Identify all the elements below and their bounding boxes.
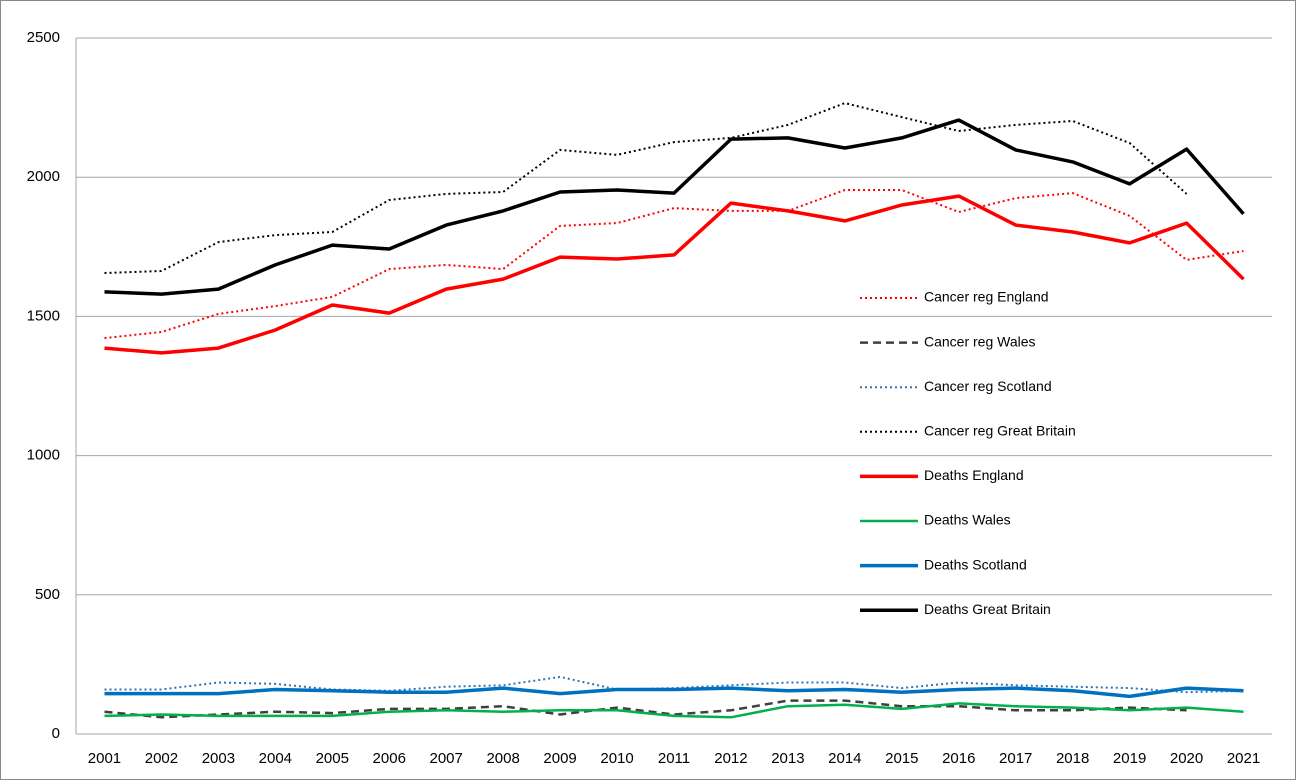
legend-label: Deaths Great Britain [924,601,1051,617]
series-line [104,194,1245,355]
x-tick-label: 2018 [1056,750,1089,767]
x-tick-label: 2021 [1227,750,1260,767]
x-tick-label: 2001 [88,750,121,767]
x-tick-label: 2007 [430,750,463,767]
legend-label: Cancer reg Wales [924,333,1036,349]
x-tick-label: 2010 [600,750,633,767]
x-tick-label: 2003 [202,750,235,767]
x-tick-label: 2011 [658,750,690,767]
x-tick-label: 2017 [999,750,1032,767]
legend: Cancer reg England Cancer reg Wales Cancer… [860,289,1076,617]
legend-label: Cancer reg Great Britain [924,423,1076,439]
y-tick-label: 1000 [27,447,60,464]
x-tick-label: 2009 [543,750,576,767]
y-tick-label: 2000 [27,168,60,185]
x-tick-label: 2015 [885,750,918,767]
x-tick-label: 2020 [1170,750,1203,767]
legend-label: Deaths Wales [924,512,1011,528]
y-tick-label: 1500 [27,307,60,324]
x-tick-label: 2004 [259,750,292,767]
x-tick-label: 2006 [373,750,406,767]
x-tick-label: 2013 [771,750,804,767]
x-tick-label: 2012 [714,750,747,767]
series-line [104,102,1188,274]
legend-label: Deaths England [924,467,1024,483]
series-line [104,675,1244,694]
y-tick-label: 2500 [27,29,60,46]
legend-label: Cancer reg England [924,289,1049,305]
series-line [104,118,1245,296]
x-tick-label: 2008 [486,750,519,767]
x-tick-label: 2014 [828,750,861,767]
x-tick-label: 2016 [942,750,975,767]
series-line [104,189,1244,340]
y-tick-label: 500 [35,586,60,603]
series-line [104,686,1244,699]
x-tick-label: 2019 [1113,750,1146,767]
legend-label: Cancer reg Scotland [924,378,1052,394]
x-tick-label: 2005 [316,750,349,767]
y-tick-label: 0 [52,725,60,742]
series-line [104,702,1244,719]
x-tick-label: 2002 [145,750,178,767]
legend-label: Deaths Scotland [924,556,1027,572]
